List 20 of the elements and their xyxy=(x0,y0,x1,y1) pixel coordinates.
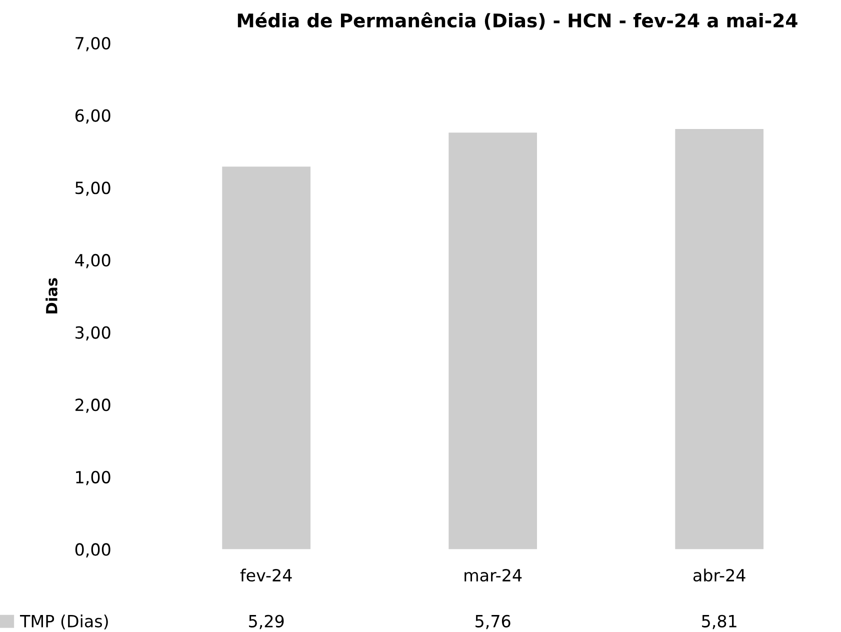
bar xyxy=(448,132,537,550)
x-tick-label: fev-24 xyxy=(240,568,292,582)
y-tick-label: 7,00 xyxy=(76,36,110,52)
y-tick-label: 2,00 xyxy=(76,398,110,413)
y-tick-label: 5,00 xyxy=(76,182,110,196)
data-label: 5,81 xyxy=(702,614,736,630)
x-tick-label: abr-24 xyxy=(693,568,746,582)
data-label: 5,76 xyxy=(476,614,510,630)
chart-title: Média de Permanência (Dias) - HCN - fev-24 a mai-24 xyxy=(238,12,798,30)
y-tick-label: 3,00 xyxy=(76,326,110,341)
bar xyxy=(675,129,764,550)
y-tick-label: 1,00 xyxy=(76,470,110,486)
data-label: 5,29 xyxy=(249,614,284,630)
x-tick-label: mar-24 xyxy=(464,568,522,582)
legend-label: TMP (Dias) xyxy=(20,614,108,630)
y-axis-title: Dias xyxy=(46,278,58,314)
y-tick-label: 6,00 xyxy=(75,109,110,124)
bar xyxy=(222,166,310,550)
y-tick-label: 4,00 xyxy=(75,254,110,268)
y-tick-label: 0,00 xyxy=(75,543,110,558)
